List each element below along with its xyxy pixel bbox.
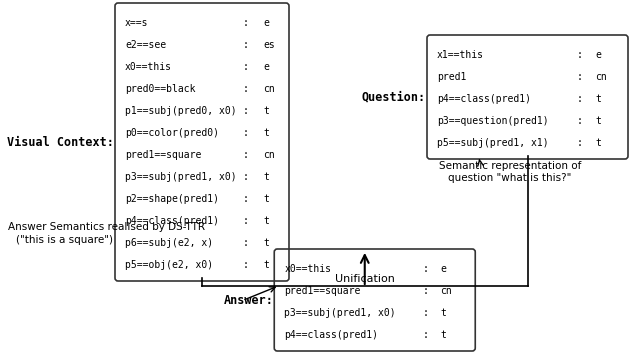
Text: p3==subj(pred1, x0): p3==subj(pred1, x0): [284, 308, 396, 318]
Text: :: :: [243, 172, 249, 182]
Text: t: t: [263, 194, 269, 204]
Text: t: t: [595, 94, 601, 104]
Text: pred1: pred1: [437, 72, 467, 82]
Text: p4==class(pred1): p4==class(pred1): [125, 216, 219, 226]
Text: Answer:: Answer:: [223, 294, 273, 306]
Text: p3==question(pred1): p3==question(pred1): [437, 116, 548, 126]
Text: t: t: [263, 216, 269, 226]
Text: Visual Context:: Visual Context:: [7, 135, 114, 148]
Text: :: :: [422, 264, 428, 274]
Text: p5==subj(pred1, x1): p5==subj(pred1, x1): [437, 138, 548, 148]
Text: :: :: [243, 216, 249, 226]
Text: e: e: [263, 18, 269, 28]
Text: :: :: [243, 18, 249, 28]
Text: p3==subj(pred1, x0): p3==subj(pred1, x0): [125, 172, 237, 182]
Text: :: :: [243, 260, 249, 270]
Text: p4==class(pred1): p4==class(pred1): [437, 94, 531, 104]
Text: :: :: [243, 106, 249, 116]
Text: :: :: [422, 330, 428, 340]
Text: e2==see: e2==see: [125, 40, 166, 50]
Text: :: :: [243, 194, 249, 204]
Text: es: es: [263, 40, 275, 50]
Text: t: t: [263, 238, 269, 248]
Text: p1==subj(pred0, x0): p1==subj(pred0, x0): [125, 106, 237, 116]
Text: :: :: [243, 84, 249, 94]
Text: :: :: [577, 116, 583, 126]
Text: t: t: [263, 172, 269, 182]
Text: t: t: [595, 138, 601, 148]
Text: :: :: [577, 138, 583, 148]
Text: t: t: [263, 260, 269, 270]
Text: t: t: [595, 116, 601, 126]
Text: Answer Semantics realised by DS-TTR: Answer Semantics realised by DS-TTR: [8, 222, 205, 232]
Text: Semantic representation of
question "what is this?": Semantic representation of question "wha…: [439, 161, 581, 183]
Text: p6==subj(e2, x): p6==subj(e2, x): [125, 238, 213, 248]
Text: p2==shape(pred1): p2==shape(pred1): [125, 194, 219, 204]
Text: t: t: [440, 308, 446, 318]
Text: e: e: [440, 264, 446, 274]
Text: :: :: [577, 94, 583, 104]
Text: x==s: x==s: [125, 18, 148, 28]
Text: :: :: [243, 40, 249, 50]
Text: pred1==square: pred1==square: [284, 286, 360, 296]
Text: cn: cn: [440, 286, 452, 296]
Text: t: t: [263, 106, 269, 116]
Text: :: :: [243, 150, 249, 160]
Text: cn: cn: [595, 72, 607, 82]
Text: Unification: Unification: [335, 274, 395, 284]
Text: e: e: [263, 62, 269, 72]
Text: pred1==square: pred1==square: [125, 150, 202, 160]
Text: x0==this: x0==this: [125, 62, 172, 72]
Text: x0==this: x0==this: [284, 264, 332, 274]
Text: :: :: [422, 308, 428, 318]
Text: Question:: Question:: [362, 90, 426, 103]
Text: cn: cn: [263, 150, 275, 160]
Text: :: :: [243, 238, 249, 248]
Text: t: t: [440, 330, 446, 340]
Text: ("this is a square"): ("this is a square"): [16, 235, 113, 245]
Text: p0==color(pred0): p0==color(pred0): [125, 128, 219, 138]
Text: :: :: [243, 62, 249, 72]
Text: p5==obj(e2, x0): p5==obj(e2, x0): [125, 260, 213, 270]
Text: :: :: [577, 72, 583, 82]
Text: t: t: [263, 128, 269, 138]
Text: :: :: [422, 286, 428, 296]
Text: :: :: [577, 50, 583, 60]
Text: cn: cn: [263, 84, 275, 94]
Text: e: e: [595, 50, 601, 60]
Text: x1==this: x1==this: [437, 50, 484, 60]
Text: pred0==black: pred0==black: [125, 84, 195, 94]
Text: :: :: [243, 128, 249, 138]
Text: p4==class(pred1): p4==class(pred1): [284, 330, 378, 340]
